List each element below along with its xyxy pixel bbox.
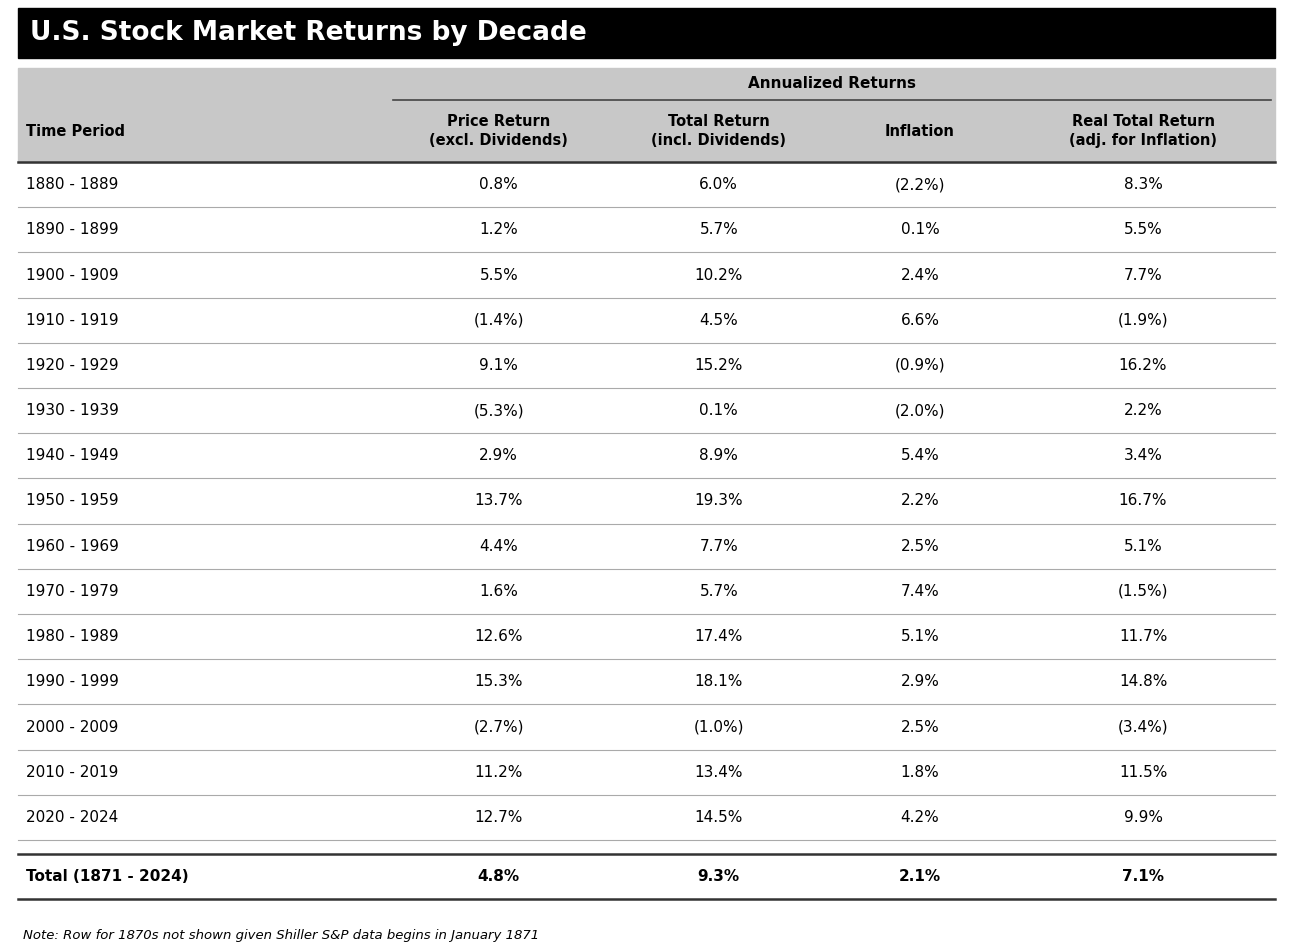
Text: 14.8%: 14.8% xyxy=(1118,674,1168,689)
Text: 8.9%: 8.9% xyxy=(700,448,738,463)
Text: 5.7%: 5.7% xyxy=(700,223,738,238)
Text: 6.0%: 6.0% xyxy=(700,177,738,192)
Text: 15.3%: 15.3% xyxy=(475,674,524,689)
Text: 2.2%: 2.2% xyxy=(900,494,939,509)
Text: 1900 - 1909: 1900 - 1909 xyxy=(26,267,119,282)
Text: 17.4%: 17.4% xyxy=(694,630,743,644)
Text: 1920 - 1929: 1920 - 1929 xyxy=(26,358,119,373)
Text: 13.4%: 13.4% xyxy=(694,765,743,780)
Text: 6.6%: 6.6% xyxy=(900,313,940,328)
Text: 4.4%: 4.4% xyxy=(480,538,518,553)
Text: 4.8%: 4.8% xyxy=(477,869,520,884)
Text: 2.5%: 2.5% xyxy=(900,720,939,734)
Text: 7.7%: 7.7% xyxy=(700,538,738,553)
Text: (1.0%): (1.0%) xyxy=(693,720,743,734)
Text: 7.4%: 7.4% xyxy=(900,584,939,599)
Text: 9.9%: 9.9% xyxy=(1124,810,1162,825)
Text: 12.6%: 12.6% xyxy=(475,630,524,644)
Text: 2.9%: 2.9% xyxy=(900,674,939,689)
Text: 5.7%: 5.7% xyxy=(700,584,738,599)
Text: 9.3%: 9.3% xyxy=(698,869,740,884)
Text: U.S. Stock Market Returns by Decade: U.S. Stock Market Returns by Decade xyxy=(30,20,587,46)
Text: (0.9%): (0.9%) xyxy=(895,358,945,373)
Text: (1.5%): (1.5%) xyxy=(1117,584,1169,599)
Text: 4.5%: 4.5% xyxy=(700,313,738,328)
Text: 1960 - 1969: 1960 - 1969 xyxy=(26,538,119,553)
Text: 12.7%: 12.7% xyxy=(475,810,522,825)
Text: Total (1871 - 2024): Total (1871 - 2024) xyxy=(26,869,189,884)
Bar xyxy=(18,8,1275,58)
Text: Total Return
(incl. Dividends): Total Return (incl. Dividends) xyxy=(652,114,786,147)
Text: 1.8%: 1.8% xyxy=(900,765,939,780)
Text: Time Period: Time Period xyxy=(26,124,125,139)
Text: 4.2%: 4.2% xyxy=(900,810,939,825)
Text: 3.4%: 3.4% xyxy=(1124,448,1162,463)
Text: 2010 - 2019: 2010 - 2019 xyxy=(26,765,119,780)
Text: 2000 - 2009: 2000 - 2009 xyxy=(26,720,119,734)
Text: (2.0%): (2.0%) xyxy=(895,403,945,418)
Text: 10.2%: 10.2% xyxy=(694,267,743,282)
Text: 2.2%: 2.2% xyxy=(1124,403,1162,418)
Text: 7.1%: 7.1% xyxy=(1122,869,1164,884)
Text: 5.5%: 5.5% xyxy=(480,267,518,282)
Text: Real Total Return
(adj. for Inflation): Real Total Return (adj. for Inflation) xyxy=(1069,114,1217,147)
Text: 15.2%: 15.2% xyxy=(694,358,743,373)
Text: 1950 - 1959: 1950 - 1959 xyxy=(26,494,119,509)
Text: 11.7%: 11.7% xyxy=(1118,630,1168,644)
Text: 0.1%: 0.1% xyxy=(900,223,939,238)
Text: (2.2%): (2.2%) xyxy=(895,177,945,192)
Text: Annualized Returns: Annualized Returns xyxy=(747,76,915,91)
Text: Price Return
(excl. Dividends): Price Return (excl. Dividends) xyxy=(429,114,568,147)
Text: (3.4%): (3.4%) xyxy=(1117,720,1169,734)
Text: 1930 - 1939: 1930 - 1939 xyxy=(26,403,119,418)
Text: 7.7%: 7.7% xyxy=(1124,267,1162,282)
Text: 5.4%: 5.4% xyxy=(900,448,939,463)
Text: 5.5%: 5.5% xyxy=(1124,223,1162,238)
Text: 2.5%: 2.5% xyxy=(900,538,939,553)
Text: 0.8%: 0.8% xyxy=(480,177,518,192)
Text: 1.2%: 1.2% xyxy=(480,223,518,238)
Text: 14.5%: 14.5% xyxy=(694,810,743,825)
Text: 1890 - 1899: 1890 - 1899 xyxy=(26,223,119,238)
Text: 1970 - 1979: 1970 - 1979 xyxy=(26,584,119,599)
Text: 1940 - 1949: 1940 - 1949 xyxy=(26,448,119,463)
Text: 5.1%: 5.1% xyxy=(900,630,939,644)
Text: 11.5%: 11.5% xyxy=(1118,765,1168,780)
Text: Note: Row for 1870s not shown given Shiller S&P data begins in January 1871: Note: Row for 1870s not shown given Shil… xyxy=(23,928,539,941)
Text: (1.4%): (1.4%) xyxy=(473,313,524,328)
Text: 2.9%: 2.9% xyxy=(480,448,518,463)
Text: 2020 - 2024: 2020 - 2024 xyxy=(26,810,118,825)
Text: 9.1%: 9.1% xyxy=(480,358,518,373)
Text: 0.1%: 0.1% xyxy=(700,403,738,418)
Text: 8.3%: 8.3% xyxy=(1124,177,1162,192)
Text: 1980 - 1989: 1980 - 1989 xyxy=(26,630,119,644)
Text: 1910 - 1919: 1910 - 1919 xyxy=(26,313,119,328)
Text: (1.9%): (1.9%) xyxy=(1117,313,1169,328)
Text: Inflation: Inflation xyxy=(884,124,954,139)
Text: 16.2%: 16.2% xyxy=(1118,358,1168,373)
Text: 2.1%: 2.1% xyxy=(899,869,941,884)
Text: 11.2%: 11.2% xyxy=(475,765,522,780)
Text: 16.7%: 16.7% xyxy=(1118,494,1168,509)
Text: (2.7%): (2.7%) xyxy=(473,720,524,734)
Text: 5.1%: 5.1% xyxy=(1124,538,1162,553)
Text: 19.3%: 19.3% xyxy=(694,494,743,509)
Bar xyxy=(18,68,1275,162)
Text: 18.1%: 18.1% xyxy=(694,674,743,689)
Text: (5.3%): (5.3%) xyxy=(473,403,524,418)
Text: 13.7%: 13.7% xyxy=(475,494,524,509)
Text: 1990 - 1999: 1990 - 1999 xyxy=(26,674,119,689)
Text: 1.6%: 1.6% xyxy=(480,584,518,599)
Text: 2.4%: 2.4% xyxy=(900,267,939,282)
Text: 1880 - 1889: 1880 - 1889 xyxy=(26,177,119,192)
